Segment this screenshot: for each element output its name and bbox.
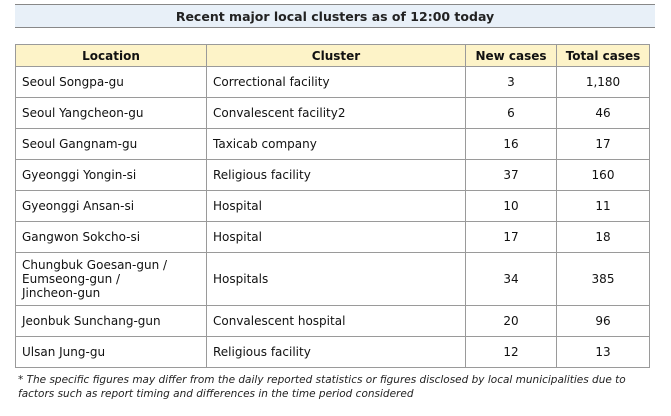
table-row: Ulsan Jung-gu Religious facility 12 13 (15, 336, 650, 368)
new-cases-cell: 34 (465, 252, 557, 306)
footnote: * The specific figures may differ from t… (18, 373, 648, 401)
location-cell: Jeonbuk Sunchang-gun (15, 305, 207, 337)
new-cases-cell: 16 (465, 128, 557, 160)
table-title: Recent major local clusters as of 12:00 … (15, 4, 655, 28)
table-row: Jeonbuk Sunchang-gun Convalescent hospit… (15, 305, 650, 337)
cluster-cell: Taxicab company (206, 128, 466, 160)
table-row: Chungbuk Goesan-gun / Eumseong-gun / Jin… (15, 252, 650, 306)
column-header-location: Location (15, 44, 207, 67)
location-line: Eumseong-gun / (22, 272, 121, 286)
location-cell: Gyeonggi Yongin-si (15, 159, 207, 191)
total-cases-cell: 17 (556, 128, 650, 160)
total-cases-cell: 96 (556, 305, 650, 337)
cluster-cell: Hospital (206, 190, 466, 222)
location-cell: Chungbuk Goesan-gun / Eumseong-gun / Jin… (15, 252, 207, 306)
table-row: Gangwon Sokcho-si Hospital 17 18 (15, 221, 650, 253)
total-cases-cell: 160 (556, 159, 650, 191)
location-cell: Seoul Songpa-gu (15, 66, 207, 98)
header-row: Location Cluster New cases Total cases (15, 44, 650, 67)
new-cases-cell: 20 (465, 305, 557, 337)
total-cases-cell: 13 (556, 336, 650, 368)
cluster-cell: Religious facility (206, 159, 466, 191)
column-header-cluster: Cluster (206, 44, 466, 67)
column-header-total-cases: Total cases (556, 44, 650, 67)
location-cell: Ulsan Jung-gu (15, 336, 207, 368)
new-cases-cell: 6 (465, 97, 557, 129)
new-cases-cell: 12 (465, 336, 557, 368)
total-cases-cell: 11 (556, 190, 650, 222)
location-line: Jincheon-gun (22, 286, 101, 300)
location-cell: Seoul Yangcheon-gu (15, 97, 207, 129)
table-row: Seoul Yangcheon-gu Convalescent facility… (15, 97, 650, 129)
table-row: Gyeonggi Yongin-si Religious facility 37… (15, 159, 650, 191)
location-cell: Seoul Gangnam-gu (15, 128, 207, 160)
new-cases-cell: 3 (465, 66, 557, 98)
total-cases-cell: 18 (556, 221, 650, 253)
location-cell: Gyeonggi Ansan-si (15, 190, 207, 222)
footnote-line: * The specific figures may differ from t… (18, 374, 626, 386)
location-line: Chungbuk Goesan-gun / (22, 258, 168, 272)
cluster-cell: Convalescent facility2 (206, 97, 466, 129)
cluster-cell: Religious facility (206, 336, 466, 368)
table-row: Seoul Songpa-gu Correctional facility 3 … (15, 66, 650, 98)
new-cases-cell: 10 (465, 190, 557, 222)
column-header-new-cases: New cases (465, 44, 557, 67)
clusters-table: Location Cluster New cases Total cases S… (15, 44, 650, 368)
table-row: Gyeonggi Ansan-si Hospital 10 11 (15, 190, 650, 222)
cluster-cell: Convalescent hospital (206, 305, 466, 337)
total-cases-cell: 1,180 (556, 66, 650, 98)
footnote-line: factors such as report timing and differ… (18, 388, 414, 400)
total-cases-cell: 46 (556, 97, 650, 129)
cluster-cell: Hospital (206, 221, 466, 253)
location-cell: Gangwon Sokcho-si (15, 221, 207, 253)
new-cases-cell: 37 (465, 159, 557, 191)
new-cases-cell: 17 (465, 221, 557, 253)
cluster-cell: Hospitals (206, 252, 466, 306)
cluster-cell: Correctional facility (206, 66, 466, 98)
total-cases-cell: 385 (556, 252, 650, 306)
table-row: Seoul Gangnam-gu Taxicab company 16 17 (15, 128, 650, 160)
